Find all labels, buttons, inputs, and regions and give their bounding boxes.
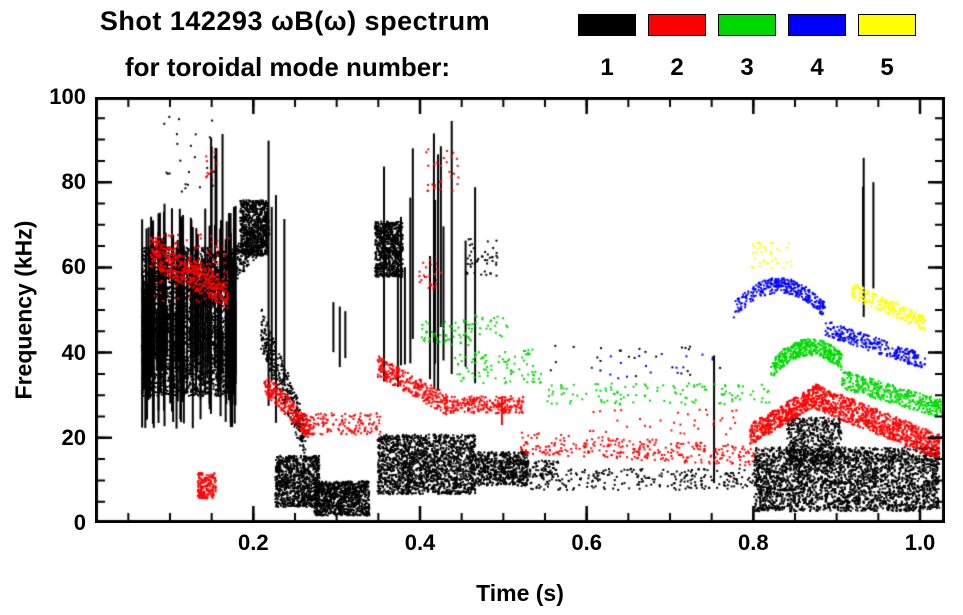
legend-label-mode-5: 5 [880,54,894,81]
legend-swatch-mode-5 [858,14,916,36]
chart-title: Shot 142293 ωB(ω) spectrum [99,6,491,36]
y-tick-label-100: 100 [49,84,86,109]
y-tick-label-80: 80 [61,169,86,195]
y-tick-label-40: 40 [61,339,86,365]
x-tick-label-0.4: 0.4 [404,530,436,555]
y-tick-label-0: 0 [73,510,86,535]
legend-label-mode-4: 4 [810,54,824,81]
chart-subtitle: for toroidal mode number: [125,52,450,82]
x-tick-label-0.6: 0.6 [571,530,602,555]
x-tick-label-1.0: 1.0 [904,530,936,555]
y-axis-label: Frequency (kHz) [10,220,37,400]
legend-swatch-mode-4 [788,14,846,36]
legend-label-mode-1: 1 [600,54,614,81]
y-tick-label-60: 60 [61,254,86,280]
x-axis-label: Time (s) [476,580,564,606]
y-tick-label-20: 20 [61,424,86,450]
legend-swatch-mode-1 [578,14,636,36]
spectrogram-plot [95,97,945,523]
legend-label-mode-3: 3 [740,54,754,81]
legend-swatch-mode-3 [718,14,776,36]
x-tick-label-0.2: 0.2 [238,530,269,555]
x-tick-label-0.8: 0.8 [738,530,769,555]
legend-swatch-mode-2 [648,14,706,36]
legend-label-mode-2: 2 [670,54,684,81]
